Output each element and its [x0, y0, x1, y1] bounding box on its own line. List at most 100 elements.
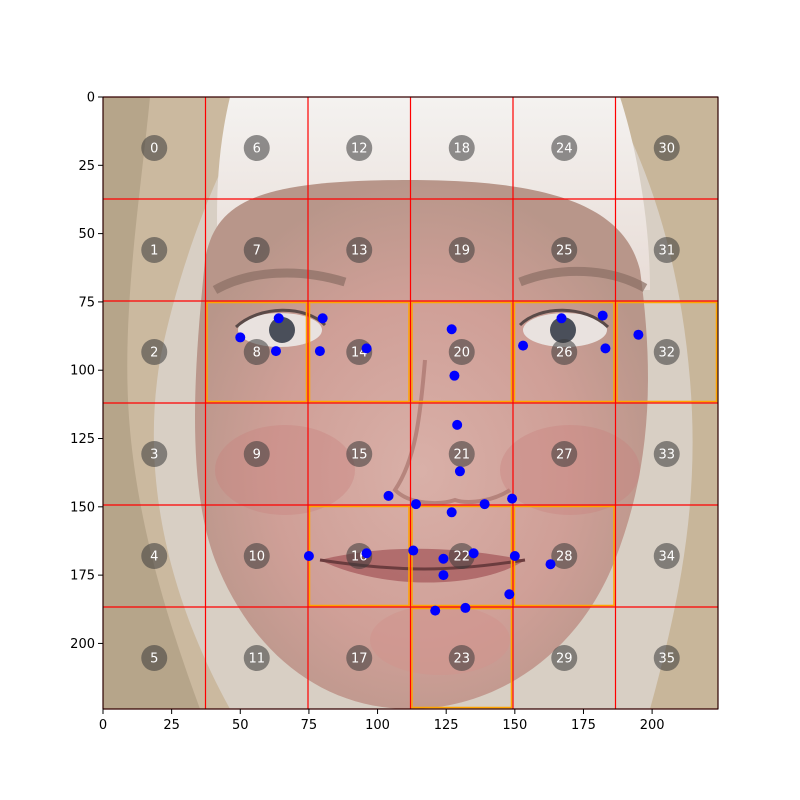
cell-label: 9 — [253, 448, 261, 463]
cell-label: 25 — [556, 244, 573, 259]
landmark-point — [410, 499, 421, 510]
highlight-cell-26 — [513, 301, 615, 403]
cell-label: 15 — [351, 448, 368, 463]
cell-label: 2 — [150, 346, 158, 361]
cell-label: 31 — [658, 244, 675, 259]
cell-marker-circle — [653, 135, 680, 161]
cell-label: 11 — [248, 652, 265, 667]
y-tick-label: 125 — [70, 432, 95, 447]
cell-marker-circle — [448, 543, 475, 569]
landmark-point — [545, 559, 556, 570]
cell-label: 33 — [658, 448, 675, 463]
cell-marker-circle — [551, 237, 578, 263]
cell-marker-circle — [448, 645, 475, 671]
x-tick-label: 50 — [232, 718, 249, 733]
landmark-point — [235, 332, 246, 343]
landmark-point — [270, 346, 281, 357]
landmark-point — [446, 507, 457, 518]
landmark-point — [273, 313, 284, 324]
cell-marker-17: 17 — [346, 645, 373, 671]
cell-marker-5: 5 — [141, 645, 168, 671]
highlight-cell-14 — [308, 301, 410, 403]
cell-marker-34: 34 — [653, 543, 680, 569]
cell-marker-27: 27 — [551, 441, 578, 467]
x-axis-ticks: 0 25 50 75 100 125 150 175 200 — [99, 709, 665, 733]
landmark-point — [454, 466, 465, 477]
landmark-point — [430, 605, 441, 616]
cell-label: 18 — [453, 142, 470, 157]
cell-marker-33: 33 — [653, 441, 680, 467]
cell-marker-3: 3 — [141, 441, 168, 467]
landmark-point — [361, 343, 372, 354]
x-tick-label: 175 — [571, 718, 596, 733]
x-tick-label: 150 — [502, 718, 527, 733]
x-tick-label: 200 — [640, 718, 665, 733]
cell-label: 35 — [658, 652, 675, 667]
cell-marker-circle — [448, 135, 475, 161]
cell-label: 23 — [453, 652, 470, 667]
landmark-point — [507, 493, 518, 504]
highlighted-cells-layer — [206, 301, 718, 709]
cell-marker-1: 1 — [141, 237, 168, 263]
cell-label: 10 — [248, 550, 265, 565]
cell-marker-12: 12 — [346, 135, 373, 161]
axes-frame — [102, 96, 719, 710]
cell-marker-2: 2 — [141, 339, 168, 365]
landmark-point — [597, 310, 608, 321]
cell-marker-26: 26 — [551, 339, 578, 365]
cell-label: 22 — [453, 550, 470, 565]
cell-label: 24 — [556, 142, 573, 157]
x-tick-label: 25 — [163, 718, 180, 733]
cell-label: 21 — [453, 448, 470, 463]
cell-marker-32: 32 — [653, 339, 680, 365]
cell-marker-circle — [551, 339, 578, 365]
landmark-point — [408, 545, 419, 556]
cell-marker-circle — [141, 339, 168, 365]
landmark-point — [556, 313, 567, 324]
cell-label: 29 — [556, 652, 573, 667]
cell-label: 13 — [351, 244, 368, 259]
y-tick-label: 200 — [70, 637, 95, 652]
cell-marker-circle — [551, 543, 578, 569]
cell-marker-35: 35 — [653, 645, 680, 671]
cell-marker-circle — [243, 543, 270, 569]
x-tick-label: 100 — [365, 718, 390, 733]
cell-marker-10: 10 — [243, 543, 270, 569]
cell-label: 26 — [556, 346, 573, 361]
cell-marker-7: 7 — [243, 237, 270, 263]
y-tick-label: 75 — [78, 295, 95, 310]
cell-marker-0: 0 — [141, 135, 168, 161]
cell-marker-18: 18 — [448, 135, 475, 161]
cell-marker-31: 31 — [653, 237, 680, 263]
cell-marker-6: 6 — [243, 135, 270, 161]
landmark-point — [600, 343, 611, 354]
landmark-point — [509, 551, 520, 561]
landmark-point — [438, 570, 449, 581]
cell-marker-circle — [653, 441, 680, 467]
cell-marker-circle — [346, 441, 373, 467]
cell-marker-15: 15 — [346, 441, 373, 467]
cell-marker-circle — [141, 441, 168, 467]
cell-marker-circle — [243, 441, 270, 467]
cell-marker-circle — [448, 441, 475, 467]
landmark-point — [361, 548, 372, 559]
cell-marker-circle — [653, 645, 680, 671]
landmark-point — [317, 313, 328, 324]
cell-label: 34 — [658, 550, 675, 565]
cell-marker-circle — [653, 339, 680, 365]
cell-marker-circle — [346, 237, 373, 263]
cell-marker-20: 20 — [448, 339, 475, 365]
landmark-point — [314, 346, 325, 357]
cell-labels-layer: 0123456789101112131415161718192021222324… — [141, 135, 680, 671]
landmark-point — [449, 370, 460, 381]
landmark-points-layer — [235, 310, 644, 616]
cell-marker-circle — [551, 645, 578, 671]
cell-marker-4: 4 — [141, 543, 168, 569]
cell-marker-circle — [141, 543, 168, 569]
landmark-point — [460, 602, 471, 613]
cell-label: 0 — [150, 142, 158, 157]
highlight-cell-8 — [206, 301, 308, 403]
y-tick-label: 0 — [87, 91, 95, 106]
y-axis-ticks: 0 25 50 75 100 125 150 175 200 — [70, 91, 103, 652]
y-tick-label: 150 — [70, 500, 95, 515]
